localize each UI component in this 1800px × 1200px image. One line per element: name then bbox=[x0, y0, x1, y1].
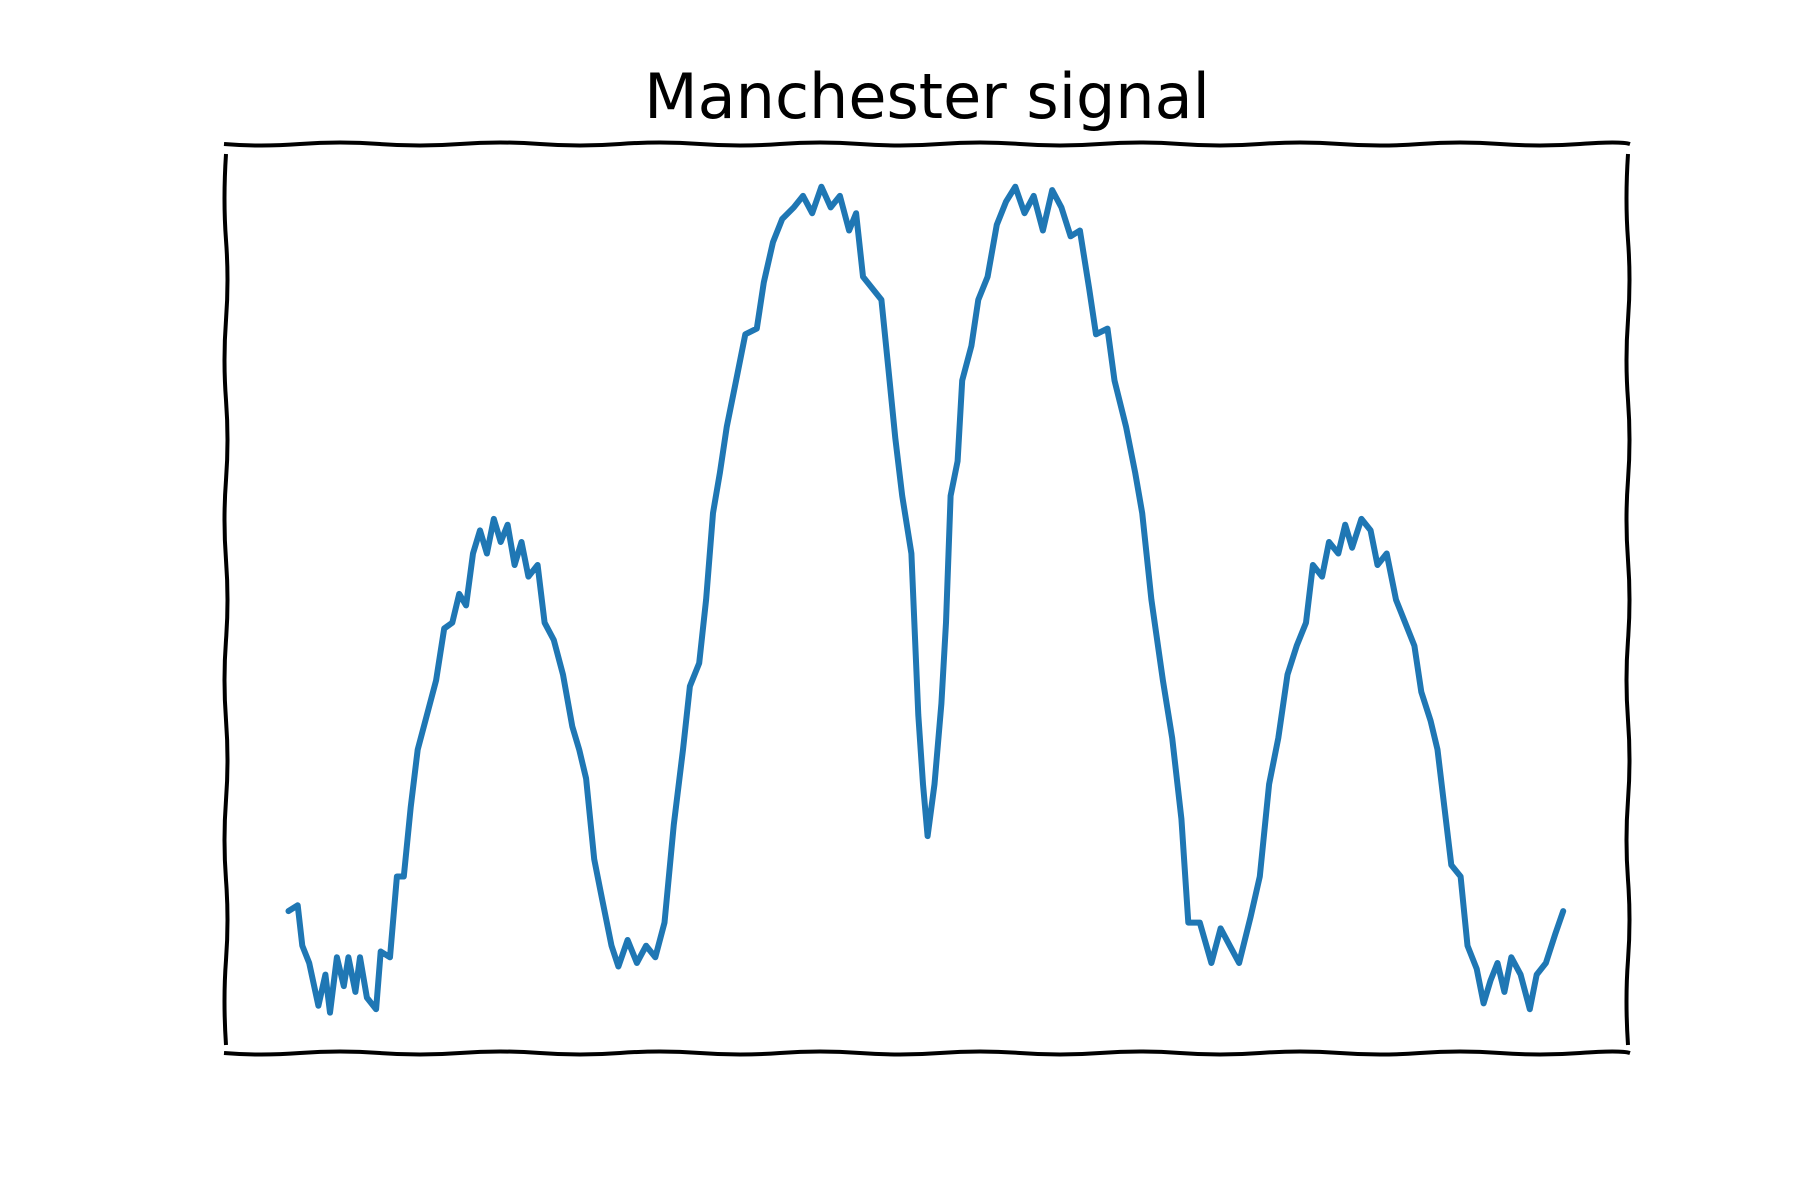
data-line bbox=[285, 183, 1567, 1016]
frame-bottom bbox=[223, 1049, 1631, 1057]
frame-top bbox=[223, 140, 1631, 148]
chart-title: Manchester signal bbox=[644, 60, 1210, 133]
frame-right bbox=[1624, 153, 1632, 1046]
axes-frame bbox=[222, 140, 1632, 1057]
frame-left bbox=[222, 153, 230, 1046]
